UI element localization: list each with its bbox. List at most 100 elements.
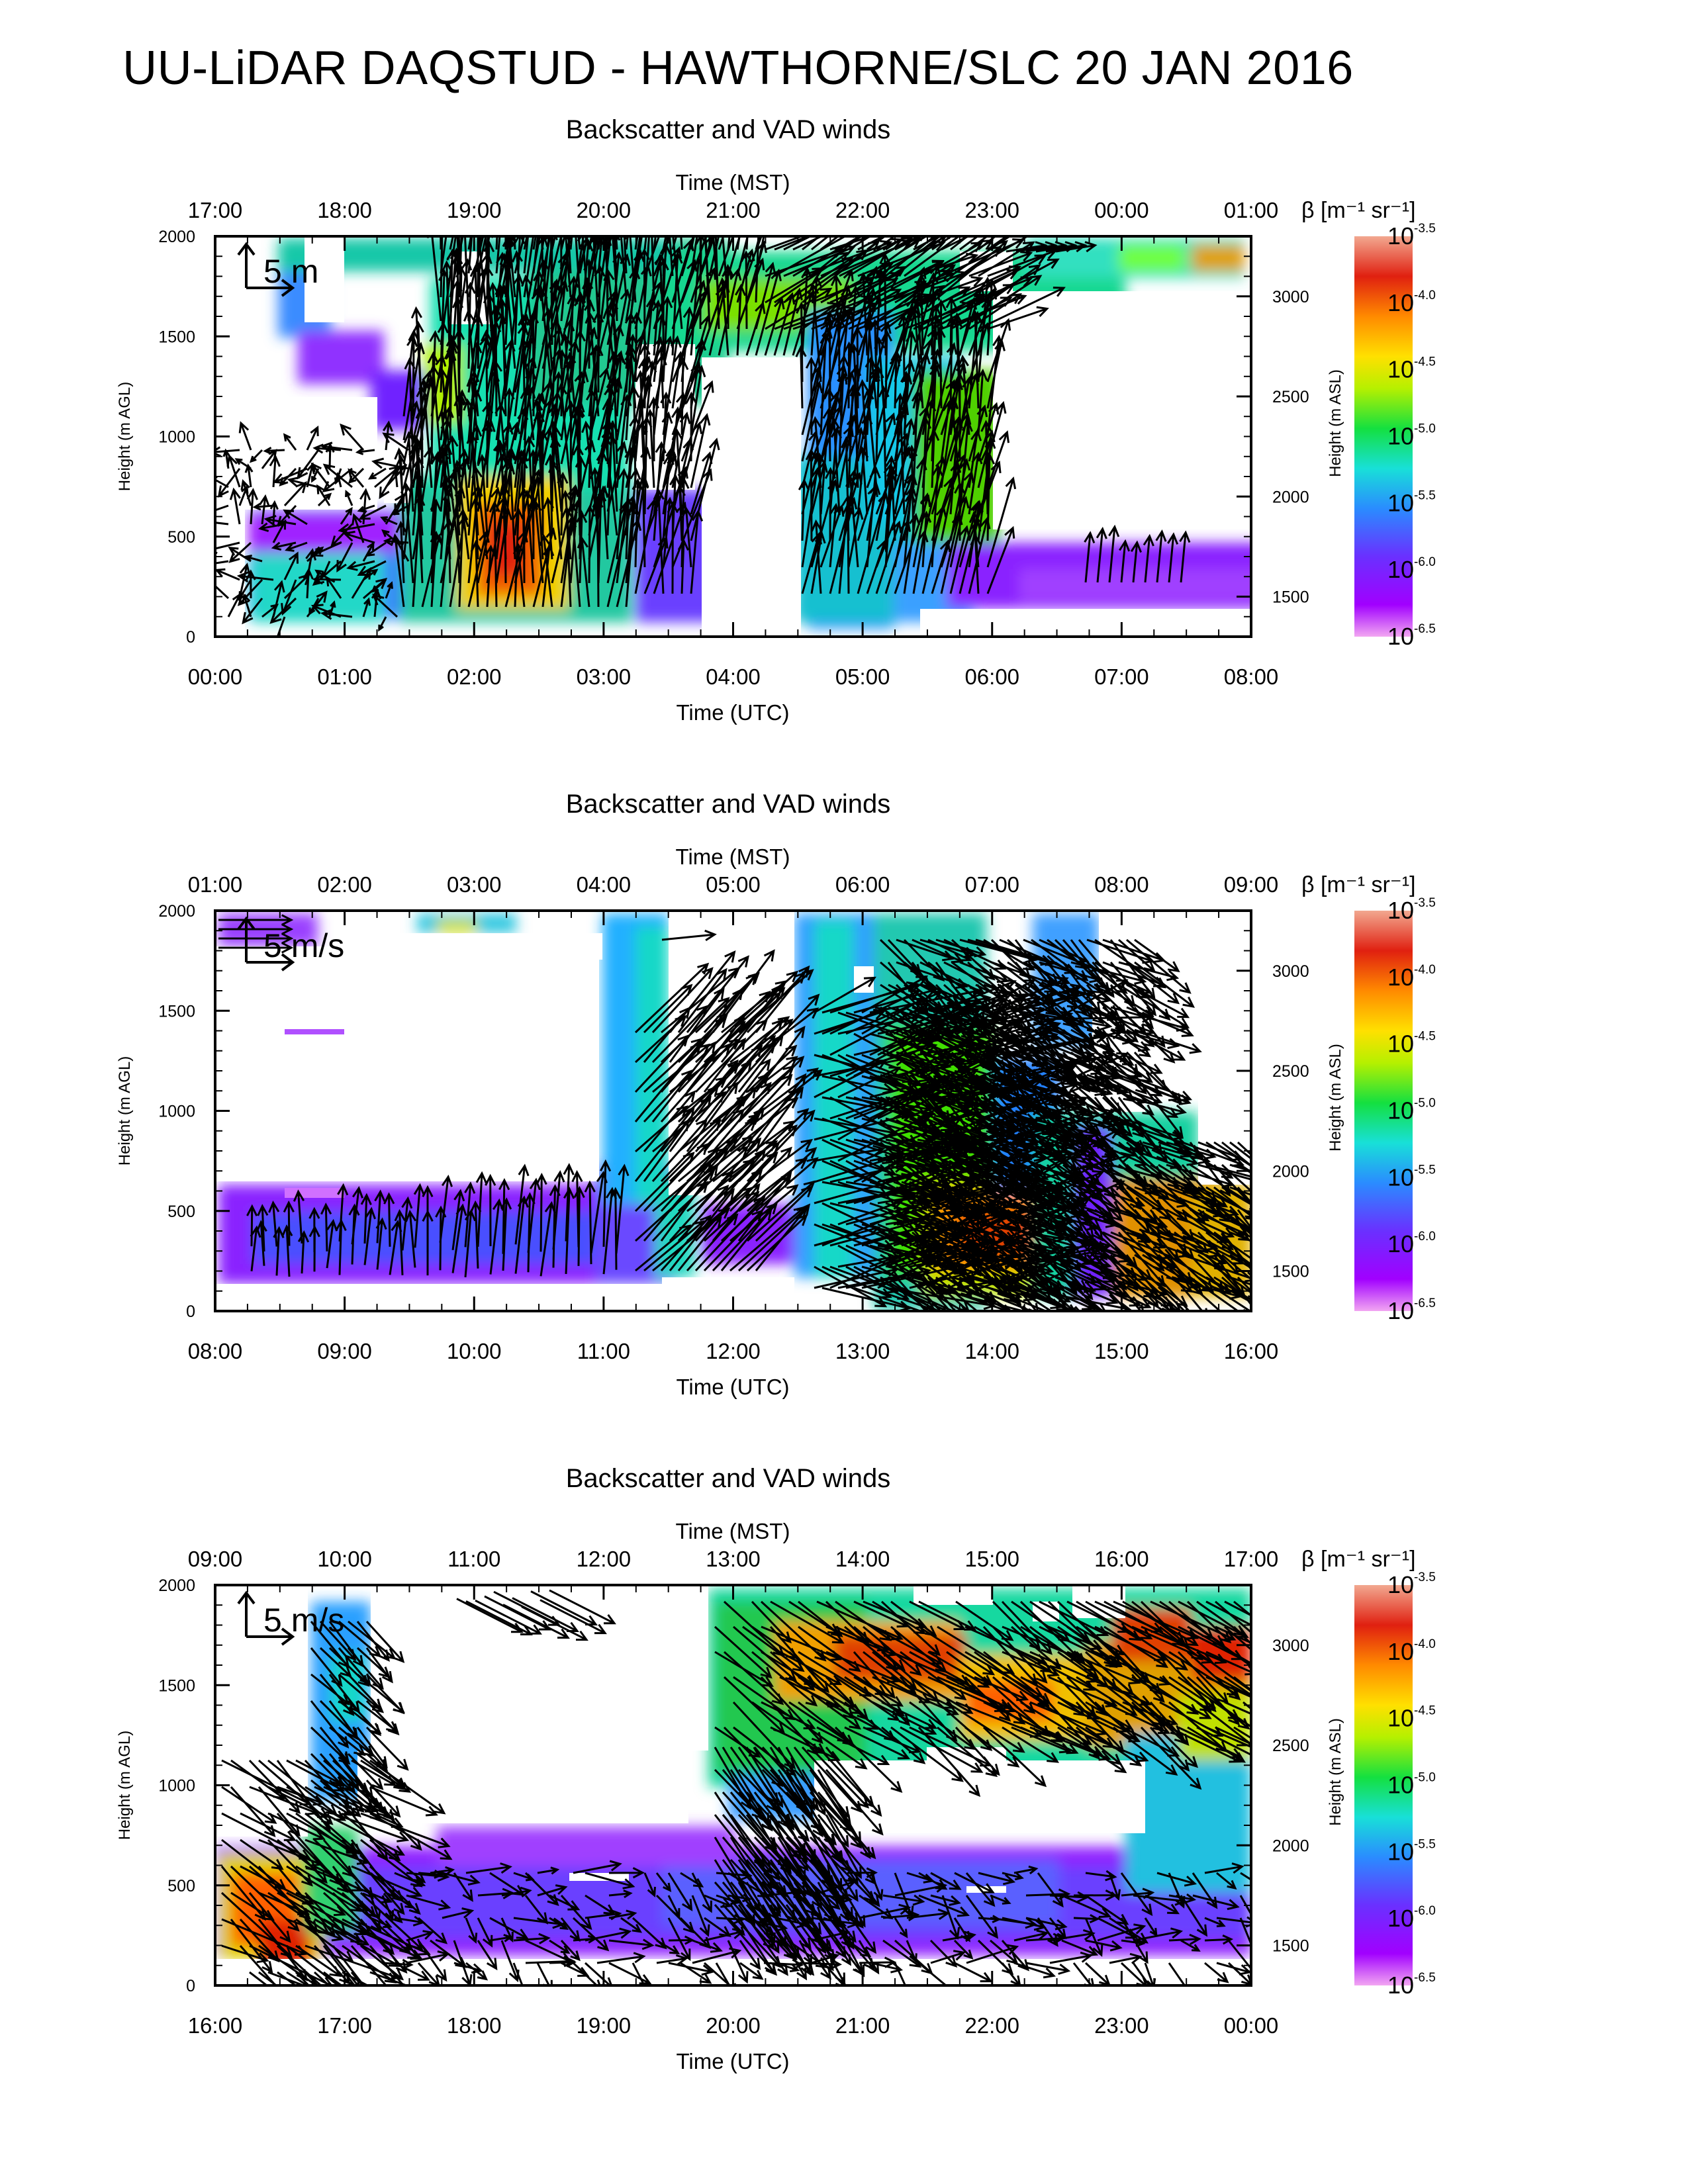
wind-arrow [1045,241,1088,253]
x-tick-label: 00:00 [188,664,243,689]
wind-arrow [921,379,957,462]
wind-arrow [795,345,807,409]
wind-arrow [1205,1600,1251,1627]
wind-arrow [1205,1208,1251,1232]
wind-arrow [549,1939,571,1954]
x-tick-label: 00:00 [1224,2013,1279,2038]
y-tick-label: 2000 [158,902,195,921]
wind-arrow [371,578,387,593]
wind-arrow [357,504,375,513]
wind-arrow [847,507,864,568]
y-tick-label: 500 [167,528,195,547]
wind-arrow [332,1812,410,1843]
wind-arrow [927,271,939,356]
wind-arrow [881,1651,939,1703]
wind-arrow [365,1647,393,1684]
x-tick-label: 18:00 [447,2013,502,2038]
wind-arrow [978,236,998,251]
wind-arrow [512,507,524,608]
wind-arrow [258,1786,301,1837]
wind-arrow [350,1972,364,1985]
wind-arrow [987,306,1049,330]
wind-arrow [712,949,775,1033]
wind-arrow [569,236,573,250]
wind-arrow [634,236,639,250]
wind-arrow [369,1945,405,1985]
wind-arrow [717,277,729,356]
wind-arrow [453,1872,473,1902]
wind-arrow [1240,1872,1251,1881]
wind-arrow [681,506,693,568]
wind-arrow [401,1196,413,1251]
wind-arrow [1237,1187,1251,1205]
right-tick-label: 1500 [1272,1263,1309,1281]
x-tick-label: 03:00 [577,664,632,689]
wind-arrow [417,1940,447,1982]
wind-arrow [680,1962,712,1984]
panel-1: Backscatter and VAD winds Time (MST) 00:00… [116,115,1436,725]
wind-arrow [632,1962,646,1985]
wind-arrow [341,1839,405,1915]
wind-arrow [463,309,479,417]
wind-arrow [1149,1702,1190,1746]
wind-arrow [557,471,569,536]
wind-arrow [536,1962,553,1985]
wind-arrow [1205,1231,1251,1273]
wind-arrow [229,487,241,525]
wind-arrow [283,481,308,507]
wind-arrow [541,236,544,274]
wind-arrow [1233,1600,1251,1617]
wind-arrow [1118,1028,1180,1050]
wind-arrow [215,522,229,525]
wind-arrow [703,1037,747,1093]
wind-arrow [369,1812,453,1860]
wind-arrow [563,1163,575,1242]
wind-arrow [374,1189,386,1244]
wind-arrow [982,1726,1047,1788]
wind-arrow [672,236,683,330]
wind-arrow [643,236,647,250]
wind-arrow [733,1726,797,1776]
wind-arrow [504,236,507,250]
wind-arrow [1002,1872,1024,1881]
wind-arrow [556,383,572,488]
wind-arrow [825,1859,866,1928]
scale-arrow: 5 m [237,242,318,297]
wind-arrow [1066,1726,1149,1762]
wind-arrow [1204,1934,1234,1945]
x-tick-label: 11:00 [577,1339,630,1363]
wind-arrow [1229,1231,1251,1242]
wind-arrow [502,1604,570,1639]
wind-arrow [430,453,442,560]
wind-arrow [704,1962,737,1985]
wind-arrow [381,1895,395,1921]
wind-arrow [660,391,672,462]
wind-arrow [524,1895,549,1925]
wind-arrow [610,1187,622,1270]
wind-arrow [1221,1253,1251,1281]
wind-arrow [394,1962,430,1981]
wind-arrow [326,1218,338,1269]
wind-arrow [857,446,869,515]
wind-arrow [739,1940,761,1970]
wind-arrow [320,441,353,453]
wind-arrow [637,477,649,568]
x-tick-label: 19:00 [577,2013,632,2038]
wind-arrow [571,1169,583,1248]
wind-arrow [1213,1186,1251,1220]
wind-arrow [1180,1939,1201,1952]
colorbar-tick-label: 10-4.0 [1387,1637,1436,1665]
wind-arrow [927,938,972,962]
y-axis-label: Height (m AGL) [116,382,134,491]
wind-arrow [825,1837,880,1907]
wind-arrow [536,1172,547,1252]
wind-arrow [801,1904,846,1985]
wind-arrow [823,387,835,462]
wind-arrow [560,236,571,322]
wind-arrow [1062,1276,1111,1311]
top-tick-label: 05:00 [706,872,761,897]
wind-arrow [449,236,454,250]
wind-arrow [306,426,319,451]
scale-arrow: 5 m/s [237,1590,344,1646]
right-tick-label: 2500 [1272,1062,1309,1081]
